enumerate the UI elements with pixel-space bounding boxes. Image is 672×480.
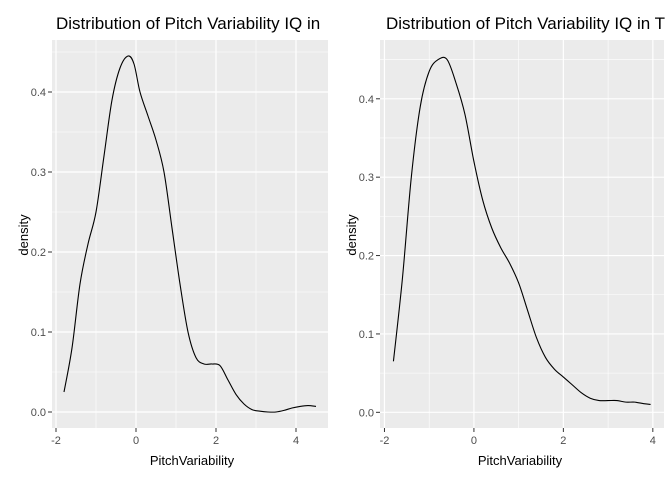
density-line xyxy=(63,55,317,413)
x-tick-label: -2 xyxy=(380,435,390,447)
x-tick-label: 2 xyxy=(560,435,566,447)
left-x-axis-title: PitchVariability xyxy=(150,453,235,468)
right-panel: density PitchVariability -2 0 2 4 0.0 0.1 0.2 0… xyxy=(344,14,665,468)
x-tick-label: 0 xyxy=(471,435,477,447)
y-tick-label: 0.0 xyxy=(31,407,46,419)
left-chart-title: Distribution of Pitch Variability IQ in xyxy=(56,14,320,33)
left-y-axis-title: density xyxy=(16,214,31,256)
x-tick-label: -2 xyxy=(51,435,61,447)
x-tick-label: 0 xyxy=(133,435,139,447)
y-tick-label: 0.3 xyxy=(359,172,374,184)
y-tick-label: 0.2 xyxy=(31,247,46,259)
x-tick-label: 4 xyxy=(650,435,656,447)
y-tick-label: 0.2 xyxy=(359,251,374,263)
right-chart-title: Distribution of Pitch Variability IQ in … xyxy=(386,14,665,33)
y-tick-label: 0.1 xyxy=(359,329,374,341)
y-tick-label: 0.4 xyxy=(31,87,46,99)
density-line xyxy=(392,56,651,406)
left-panel: density PitchVariability -2 0 2 4 0.0 0.1 0.2 0… xyxy=(16,14,328,468)
y-tick-label: 0.1 xyxy=(31,327,46,339)
y-tick-label: 0.0 xyxy=(359,407,374,419)
x-tick-label: 2 xyxy=(213,435,219,447)
plot-panel xyxy=(380,40,664,428)
plot-panel xyxy=(52,40,328,428)
right-x-axis-title: PitchVariability xyxy=(478,453,563,468)
x-tick-label: 4 xyxy=(293,435,299,447)
right-y-axis-title: density xyxy=(344,214,359,256)
y-tick-label: 0.4 xyxy=(359,94,374,106)
y-tick-label: 0.3 xyxy=(31,167,46,179)
